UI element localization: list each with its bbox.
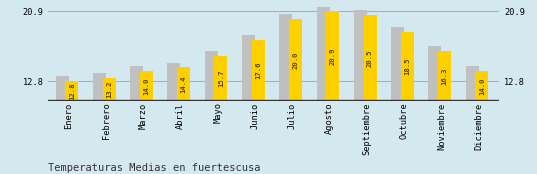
Bar xyxy=(103,78,115,101)
Bar xyxy=(429,46,441,101)
Bar xyxy=(364,15,376,101)
Bar xyxy=(401,32,414,101)
Text: 12.8: 12.8 xyxy=(69,82,75,100)
Bar xyxy=(168,63,180,101)
Text: 15.7: 15.7 xyxy=(218,70,224,87)
Bar xyxy=(252,40,265,101)
Bar xyxy=(130,66,143,101)
Bar xyxy=(56,76,69,101)
Bar xyxy=(466,66,478,101)
Bar xyxy=(140,71,153,101)
Bar xyxy=(177,67,190,101)
Bar xyxy=(289,19,302,101)
Text: 20.5: 20.5 xyxy=(367,49,373,67)
Text: 13.2: 13.2 xyxy=(106,81,112,98)
Text: 14.0: 14.0 xyxy=(479,77,485,95)
Bar xyxy=(242,35,255,101)
Bar xyxy=(66,81,78,101)
Text: 20.9: 20.9 xyxy=(330,47,336,65)
Text: 14.4: 14.4 xyxy=(180,75,187,93)
Text: 16.3: 16.3 xyxy=(441,67,448,85)
Bar xyxy=(93,73,106,101)
Text: 20.0: 20.0 xyxy=(293,51,299,69)
Text: 18.5: 18.5 xyxy=(404,58,410,75)
Bar xyxy=(214,56,228,101)
Bar xyxy=(438,51,451,101)
Text: 17.6: 17.6 xyxy=(255,62,261,79)
Bar xyxy=(316,6,330,101)
Bar xyxy=(326,11,339,101)
Bar xyxy=(354,10,367,101)
Bar xyxy=(391,27,404,101)
Text: 14.0: 14.0 xyxy=(143,77,149,95)
Bar xyxy=(475,71,489,101)
Bar xyxy=(205,51,218,101)
Bar xyxy=(279,14,292,101)
Text: Temperaturas Medias en fuertescusa: Temperaturas Medias en fuertescusa xyxy=(48,164,261,173)
